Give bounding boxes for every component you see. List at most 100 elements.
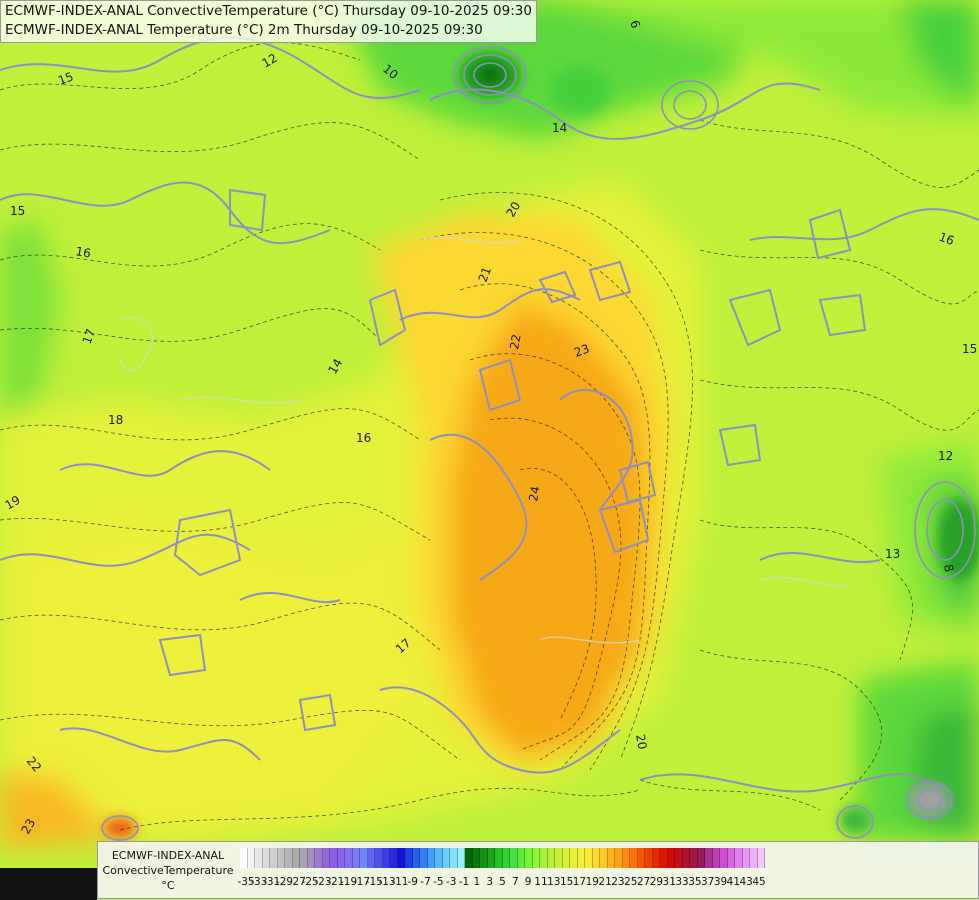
contour-label: 16	[74, 244, 91, 260]
legend-swatch	[682, 848, 690, 868]
title-temperature: ECMWF-INDEX-ANAL Temperature (°C) 2m Thu…	[5, 22, 483, 38]
contour-label: 20	[503, 199, 523, 219]
legend-tick-label: -27	[288, 876, 306, 888]
legend-tick-label: 45	[752, 876, 766, 888]
legend-tick-label: 11	[534, 876, 548, 888]
legend-tick-label: 37	[701, 876, 715, 888]
legend-swatch	[367, 848, 375, 868]
legend-swatch	[427, 848, 435, 868]
legend-color-scale	[240, 848, 765, 868]
contour-label: 22	[507, 333, 523, 350]
contour-label: 14	[552, 121, 567, 135]
legend-swatch	[450, 848, 458, 868]
legend-swatch	[412, 848, 420, 868]
legend-swatch	[390, 848, 398, 868]
legend-tick-label: -9	[407, 876, 418, 888]
legend-tick-label: 35	[688, 876, 702, 888]
legend-title: ECMWF-INDEX-ANAL ConvectiveTemperature °…	[102, 848, 234, 893]
contour-label: 16	[937, 230, 956, 248]
legend-tick-label: -1	[458, 876, 470, 888]
legend-tick-label: -3	[445, 876, 457, 888]
legend-name-line2: ConvectiveTemperature	[102, 864, 234, 877]
contour-label: 21	[476, 265, 494, 284]
legend-swatch	[585, 848, 593, 868]
legend-tick-label: -21	[327, 876, 345, 888]
legend-swatch	[667, 848, 675, 868]
legend-tick-label: 29	[649, 876, 664, 888]
legend-tick-label: 3	[486, 876, 494, 888]
legend-swatch	[420, 848, 428, 868]
legend-swatch	[405, 848, 413, 868]
legend-swatch	[727, 848, 735, 868]
legend-swatch	[315, 848, 323, 868]
legend-tick-label: -7	[420, 876, 431, 888]
contour-label: 12	[260, 51, 280, 71]
contour-label: 16	[356, 431, 371, 445]
legend-tick-label: 17	[572, 876, 587, 888]
contour-label: 8	[941, 563, 956, 573]
contour-label: 15	[10, 204, 25, 218]
legend-swatch	[270, 848, 278, 868]
legend-tick-label: 27	[636, 876, 651, 888]
contour-label: 15	[56, 69, 75, 87]
legend-swatch	[607, 848, 615, 868]
legend-tick-label: 9	[524, 876, 532, 888]
legend-tick-label: 33	[675, 876, 689, 888]
legend-tick-label: -29	[275, 876, 294, 888]
legend-tick-label: 31	[662, 876, 676, 888]
legend-tick-label: 13	[547, 876, 561, 888]
legend-swatch	[645, 848, 653, 868]
legend-name-line1: ECMWF-INDEX-ANAL	[111, 849, 225, 862]
legend-tick-label: -25	[301, 876, 319, 888]
contour-label: 12	[938, 449, 953, 463]
legend-swatch	[525, 848, 533, 868]
color-legend: ECMWF-INDEX-ANAL ConvectiveTemperature °…	[97, 841, 979, 899]
legend-swatch	[262, 848, 270, 868]
legend-swatch	[712, 848, 720, 868]
legend-swatch	[570, 848, 578, 868]
contour-label: 6	[627, 18, 643, 30]
legend-swatch	[300, 848, 308, 868]
legend-swatch	[675, 848, 683, 868]
legend-tick-label: -15	[365, 876, 383, 888]
legend-swatch	[742, 848, 750, 868]
contour-label: 13	[885, 547, 900, 561]
coastlines	[119, 236, 851, 644]
contour-label: 23	[572, 341, 591, 359]
legend-swatch	[517, 848, 525, 868]
legend-swatch	[720, 848, 728, 868]
legend-swatch	[442, 848, 450, 868]
convective-contours	[0, 36, 979, 793]
legend-swatch	[630, 848, 638, 868]
contour-label: 14	[325, 356, 345, 376]
contour-label: 18	[108, 413, 123, 427]
legend-tick-label: 25	[624, 876, 638, 888]
legend-tick-label: 5	[499, 876, 506, 888]
legend-swatch	[435, 848, 443, 868]
legend-tick-label: -13	[378, 876, 396, 888]
legend-swatch	[592, 848, 600, 868]
legend-swatch	[487, 848, 495, 868]
legend-swatch	[307, 848, 315, 868]
legend-swatch	[285, 848, 293, 868]
legend-tick-label: 1	[473, 876, 481, 888]
legend-tick-label: -31	[263, 876, 281, 888]
legend-swatch	[697, 848, 705, 868]
legend-tick-label: -35	[237, 876, 255, 888]
legend-swatch	[465, 848, 473, 868]
legend-swatch	[472, 848, 480, 868]
title-convective: ECMWF-INDEX-ANAL ConvectiveTemperature (…	[5, 3, 532, 19]
legend-swatch	[240, 848, 248, 868]
legend-tick-label: -5	[433, 876, 444, 888]
legend-tick-label: 23	[611, 876, 625, 888]
legend-swatch	[562, 848, 570, 868]
legend-swatch	[360, 848, 368, 868]
legend-swatch	[757, 848, 765, 868]
legend-swatch	[255, 848, 263, 868]
corner-background	[0, 868, 97, 900]
legend-swatch	[292, 848, 300, 868]
legend-swatch	[540, 848, 548, 868]
legend-tick-label: -23	[314, 876, 332, 888]
